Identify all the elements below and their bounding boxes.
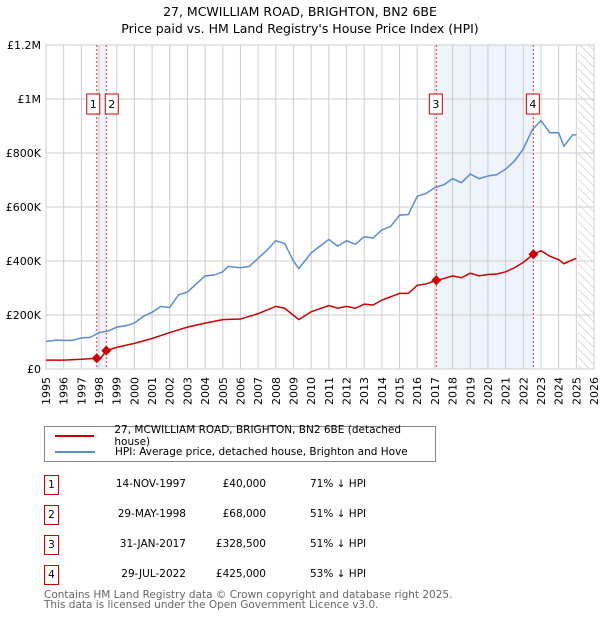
x-tick-label: 2007: [252, 377, 265, 405]
legend-item-hpi: HPI: Average price, detached house, Brig…: [55, 444, 408, 460]
sale-number: 4: [44, 565, 59, 585]
sale-label: 2: [108, 98, 115, 111]
sale-label: 3: [432, 98, 439, 111]
x-tick-label: 2025: [570, 377, 583, 405]
x-tick-label: 2014: [376, 377, 389, 405]
legend: 27, MCWILLIAM ROAD, BRIGHTON, BN2 6BE (d…: [44, 424, 436, 462]
y-tick-label: £1M: [18, 93, 42, 106]
legend-label: 27, MCWILLIAM ROAD, BRIGHTON, BN2 6BE (d…: [114, 424, 402, 448]
sale-point: [101, 345, 112, 356]
x-tick-label: 2024: [553, 377, 566, 405]
sale-row: 2 29-MAY-1998 £68,000 51% ↓ HPI: [44, 505, 444, 527]
x-tick-label: 2026: [588, 377, 600, 405]
plot-area: 1995 1996 1997 1998 1999 2000 2001 2002 2003 2004…: [6, 39, 600, 405]
x-tick-label: 2003: [181, 377, 194, 405]
sale-point: [431, 275, 442, 286]
plot-border: [45, 44, 595, 370]
sale-hpi-diff: 51% ↓ HPI: [310, 508, 367, 520]
x-tick-label: 2018: [447, 377, 460, 405]
sale-label: 4: [529, 98, 536, 111]
x-tick-label: 1999: [111, 377, 124, 405]
sale-date: 29-JUL-2022: [121, 568, 186, 580]
x-tick-label: 2019: [464, 377, 477, 405]
x-tick-label: 2017: [429, 377, 442, 405]
x-tick-label: 2005: [217, 377, 230, 405]
sale-point: [528, 249, 539, 260]
sale-label-box: [86, 93, 101, 115]
sale-number: 1: [44, 475, 59, 495]
sale-number: 3: [44, 535, 59, 555]
y-tick-label: £1.2M: [7, 39, 41, 52]
sale-date: 31-JAN-2017: [119, 538, 186, 550]
x-tick-label: 2022: [517, 377, 530, 405]
sale-price: £40,000: [222, 478, 266, 490]
x-tick-label: 2002: [164, 377, 177, 405]
x-tick-label: 2020: [482, 377, 495, 405]
sale-label-box: [525, 93, 540, 115]
chart-title: 27, MCWILLIAM ROAD, BRIGHTON, BN2 6BE: [163, 4, 437, 19]
sale-date: 14-NOV-1997: [115, 478, 186, 490]
sale-hpi-diff: 71% ↓ HPI: [310, 478, 367, 490]
footer: Contains HM Land Registry data © Crown c…: [44, 589, 453, 611]
sale-price: £68,000: [222, 508, 266, 520]
y-tick-label: £400K: [6, 255, 42, 268]
y-tick-label: £600K: [6, 201, 42, 214]
sale-hpi-diff: 53% ↓ HPI: [310, 568, 367, 580]
x-tick-label: 2006: [234, 377, 247, 405]
chart-subtitle: Price paid vs. HM Land Registry's House …: [121, 21, 479, 36]
x-tick-label: 2013: [358, 377, 371, 405]
sale-row: 4 29-JUL-2022 £425,000 53% ↓ HPI: [44, 565, 444, 587]
sale-label-box: [428, 93, 443, 115]
x-tick-label: 2023: [535, 377, 548, 405]
sale-label: 1: [90, 98, 97, 111]
x-tick-label: 2008: [270, 377, 283, 405]
y-tick-label: £200K: [6, 309, 42, 322]
sale-hpi-diff: 51% ↓ HPI: [310, 538, 367, 550]
x-tick-label: 2000: [128, 377, 141, 405]
sale-date: 29-MAY-1998: [117, 508, 186, 520]
legend-item-property: 27, MCWILLIAM ROAD, BRIGHTON, BN2 6BE (d…: [55, 424, 435, 448]
x-tick-label: 2016: [411, 377, 424, 405]
x-tick-label: 2010: [305, 377, 318, 405]
x-tick-label: 1997: [75, 377, 88, 405]
y-tick-label: £800K: [6, 147, 42, 160]
sale-price: £328,500: [215, 538, 266, 550]
hpi-line: [45, 119, 577, 343]
sale-point: [91, 353, 102, 364]
x-tick-label: 2021: [500, 377, 513, 405]
property-price-line: [46, 249, 577, 361]
footer-line2: This data is licensed under the Open Gov…: [44, 599, 379, 611]
x-tick-label: 1995: [40, 377, 53, 405]
x-tick-label: 2001: [146, 377, 159, 405]
sale-price: £425,000: [215, 568, 266, 580]
y-tick-label: £0: [27, 363, 41, 376]
footer-line1: Contains HM Land Registry data © Crown c…: [44, 589, 453, 601]
x-tick-label: 2009: [287, 377, 300, 405]
sale-row: 3 31-JAN-2017 £328,500 51% ↓ HPI: [44, 535, 444, 557]
x-tick-label: 2004: [199, 377, 212, 405]
x-tick-label: 2015: [394, 377, 407, 405]
x-tick-label: 1996: [58, 377, 71, 405]
x-tick-label: 2011: [323, 377, 336, 405]
x-tick-label: 1998: [93, 377, 106, 405]
sale-number: 2: [44, 505, 59, 525]
sale-row: 1 14-NOV-1997 £40,000 71% ↓ HPI: [44, 475, 444, 497]
sale-label-box: [104, 93, 119, 115]
legend-label: HPI: Average price, detached house, Brig…: [115, 446, 408, 458]
x-tick-label: 2012: [341, 377, 354, 405]
